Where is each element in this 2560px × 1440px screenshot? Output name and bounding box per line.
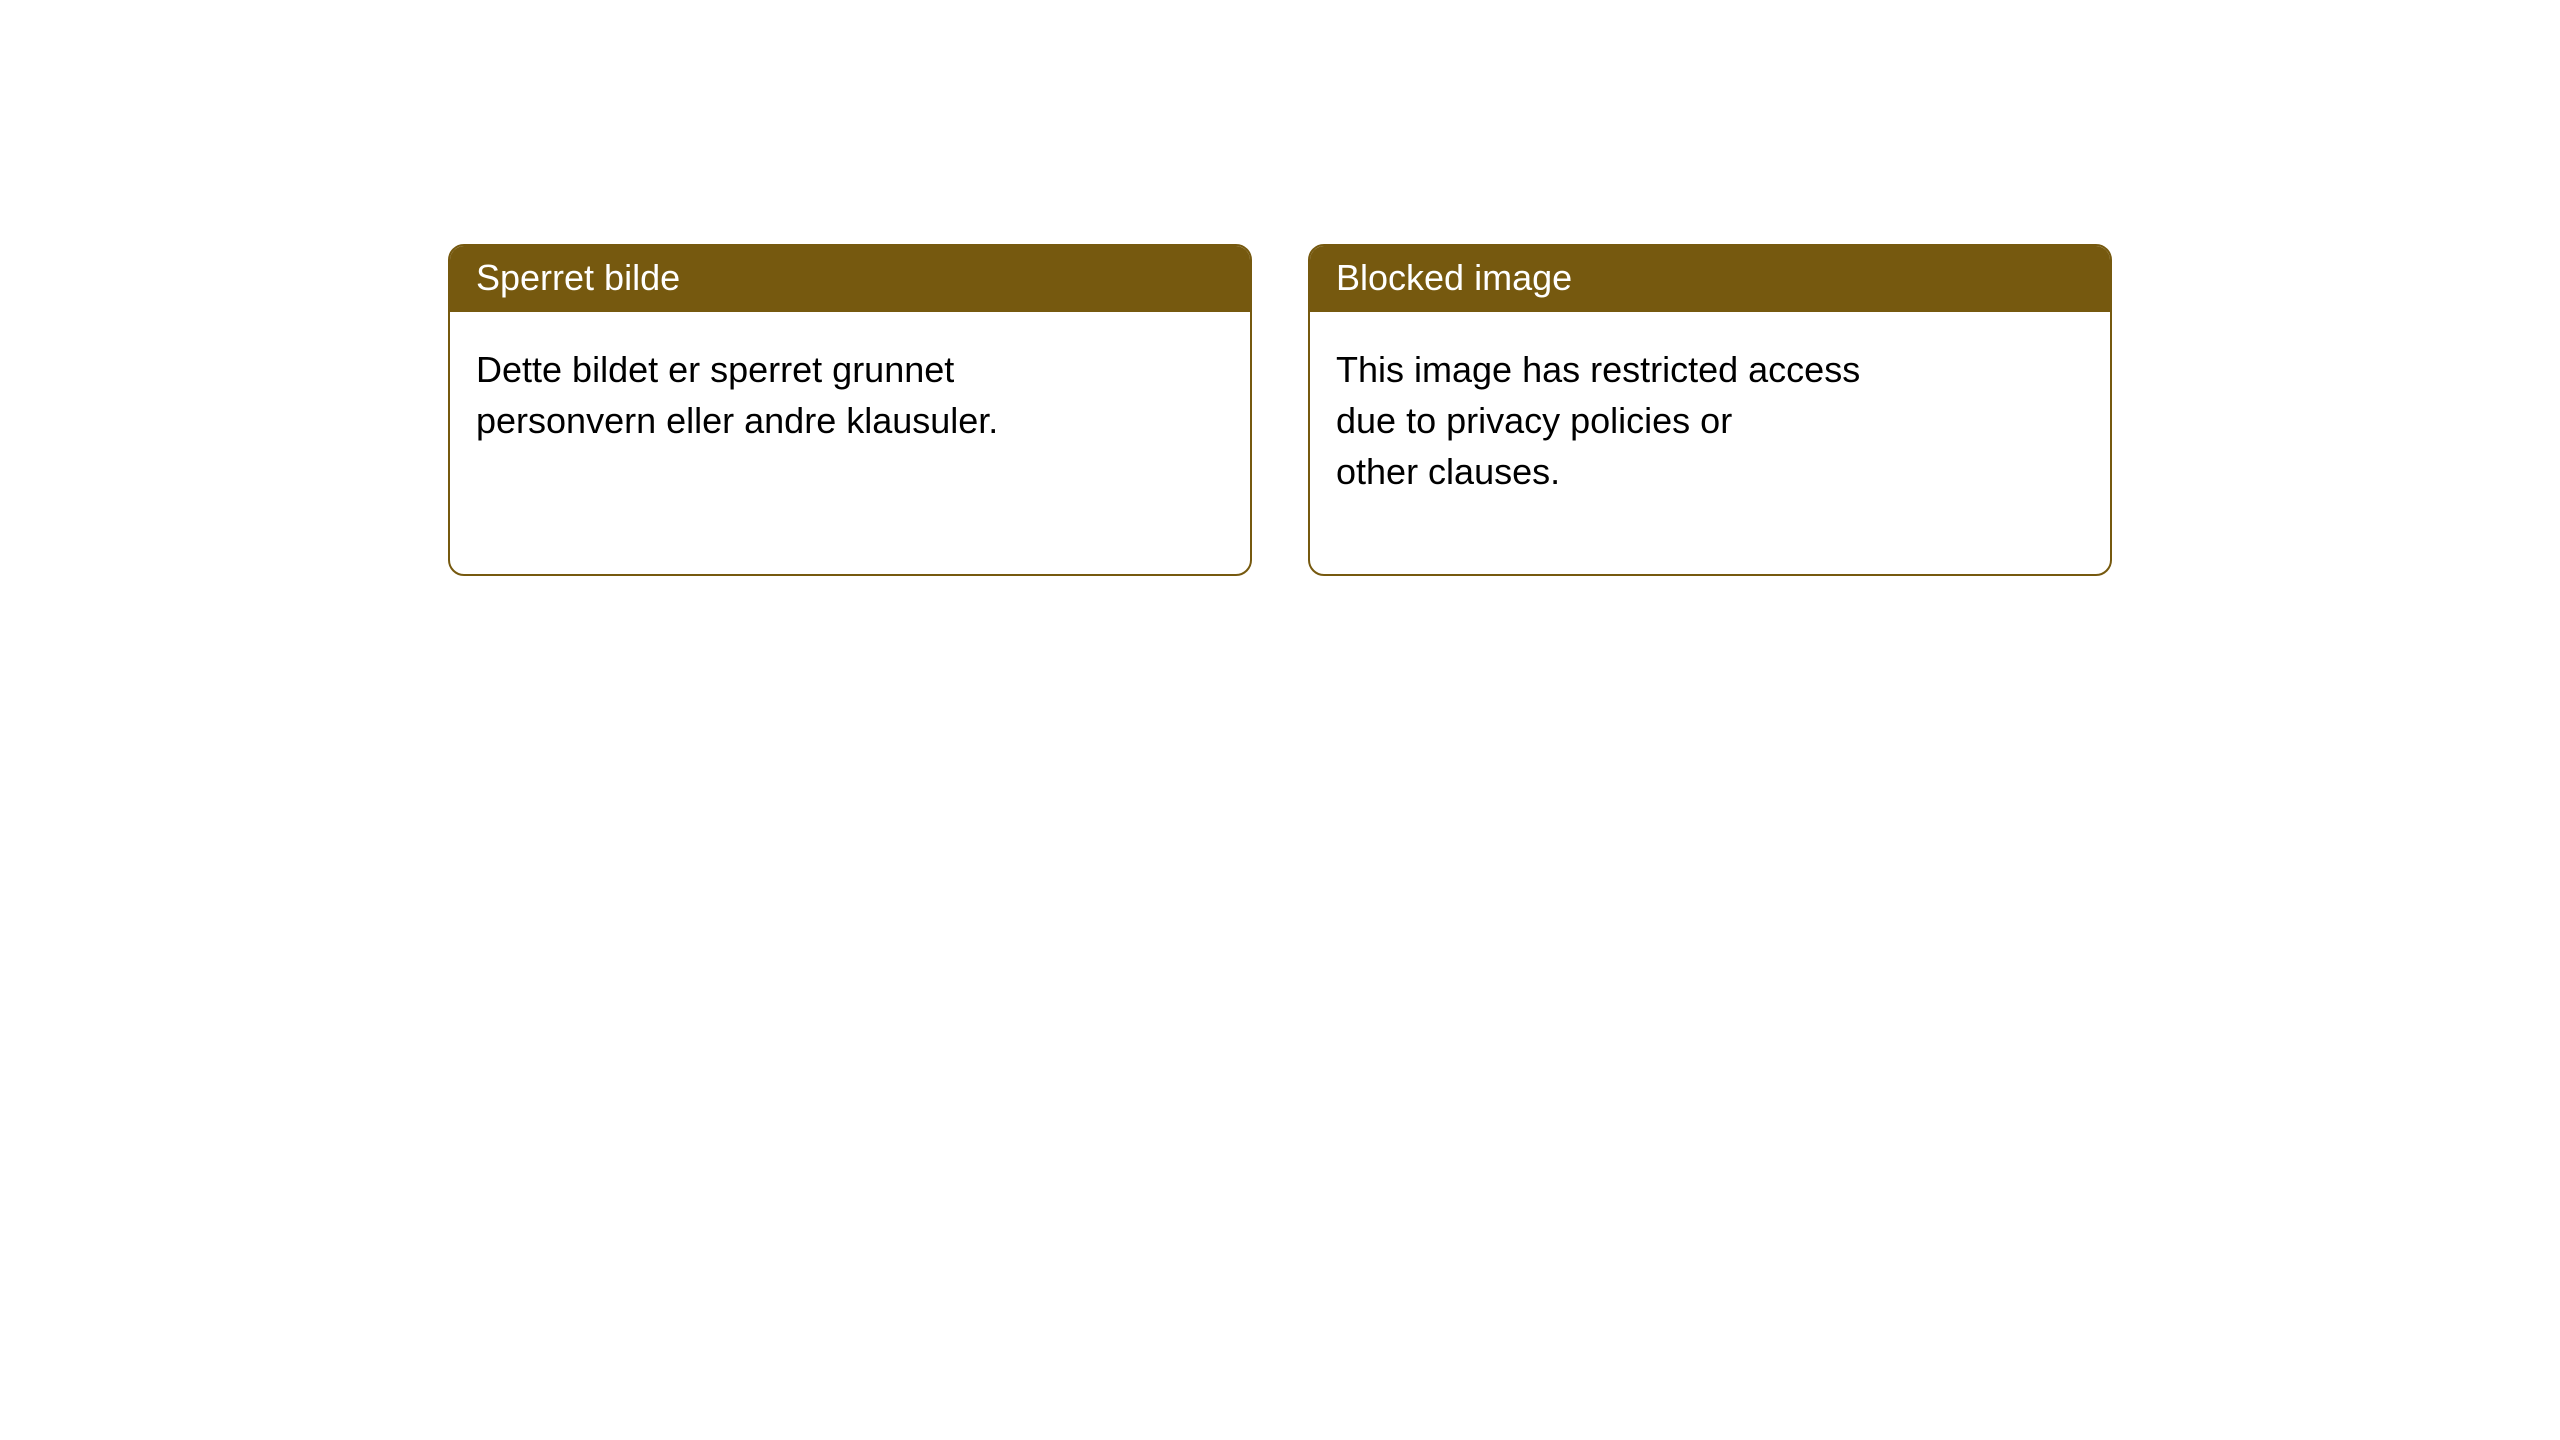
card-body: This image has restricted access due to … <box>1310 312 2110 529</box>
blocked-image-card-no: Sperret bilde Dette bildet er sperret gr… <box>448 244 1252 576</box>
card-title: Blocked image <box>1310 246 2110 312</box>
blocked-image-card-en: Blocked image This image has restricted … <box>1308 244 2112 576</box>
cards-container: Sperret bilde Dette bildet er sperret gr… <box>0 0 2560 576</box>
card-title: Sperret bilde <box>450 246 1250 312</box>
card-body: Dette bildet er sperret grunnet personve… <box>450 312 1250 478</box>
